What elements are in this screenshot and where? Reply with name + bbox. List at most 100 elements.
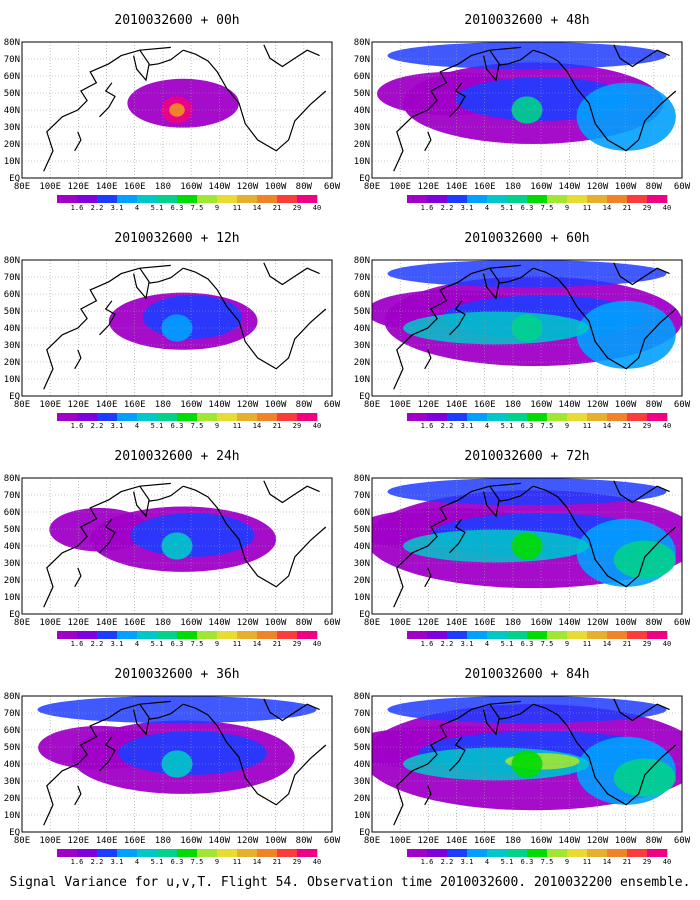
lon-tick-label: 160E <box>474 182 496 192</box>
colorbar-label: 1.6 <box>71 640 84 648</box>
lat-tick-label: 20N <box>4 576 20 586</box>
colorbar-label: 7.5 <box>541 422 554 430</box>
lon-tick-label: 140E <box>446 182 468 192</box>
colorbar-swatch <box>567 195 588 203</box>
lon-tick-label: 80W <box>646 400 663 410</box>
lat-tick-label: 30N <box>354 341 370 351</box>
colorbar-swatch <box>567 413 588 421</box>
figure-caption: Signal Variance for u,v,T. Flight 54. Ob… <box>10 875 691 890</box>
colorbar-swatch <box>527 195 548 203</box>
lon-tick-label: 80W <box>296 400 313 410</box>
lat-tick-label: 50N <box>4 743 20 753</box>
colorbar: 1.6 2.2 3.1 4 5.1 6.3 7.5 9 11 14 21 29 40 <box>57 413 321 430</box>
colorbar-label: 14 <box>603 858 611 866</box>
lon-tick-label: 100E <box>389 618 411 628</box>
lat-tick-label: 30N <box>4 123 20 133</box>
lon-tick-label: 100E <box>39 836 61 846</box>
lat-tick-label: 50N <box>354 89 370 99</box>
colorbar: 1.6 2.2 3.1 4 5.1 6.3 7.5 9 11 14 21 29 40 <box>407 413 671 430</box>
colorbar-label: 6.3 <box>171 858 184 866</box>
colorbar-swatch <box>567 631 588 639</box>
colorbar-swatch <box>237 195 258 203</box>
colorbar: 1.6 2.2 3.1 4 5.1 6.3 7.5 9 11 14 21 29 40 <box>407 195 671 212</box>
colorbar-label: 6.3 <box>521 640 534 648</box>
lon-tick-label: 140E <box>96 182 118 192</box>
colorbar-swatch <box>647 413 668 421</box>
colorbar-label: 29 <box>643 858 651 866</box>
colorbar-swatch <box>257 631 278 639</box>
colorbar-swatch <box>117 195 138 203</box>
colorbar-swatch <box>137 849 158 857</box>
lon-tick-label: 160W <box>180 618 202 628</box>
colorbar-label: 1.6 <box>421 204 434 212</box>
lat-tick-label: 40N <box>354 760 370 770</box>
colorbar-label: 7.5 <box>191 422 204 430</box>
colorbar-swatch <box>507 413 528 421</box>
lat-tick-label: 20N <box>4 140 20 150</box>
lon-tick-label: 120E <box>68 182 90 192</box>
colorbar-swatch <box>407 413 428 421</box>
colorbar-label: 11 <box>583 422 591 430</box>
lon-tick-label: 60W <box>324 836 341 846</box>
lon-tick-label: 180 <box>505 618 521 628</box>
lon-tick-label: 140E <box>446 400 468 410</box>
colorbar-swatch <box>547 631 568 639</box>
lat-tick-label: 70N <box>4 273 20 283</box>
lon-tick-label: 60W <box>674 182 691 192</box>
lat-tick-label: 50N <box>354 307 370 317</box>
lon-tick-label: 80E <box>364 182 380 192</box>
colorbar-label: 6.3 <box>171 204 184 212</box>
colorbar: 1.6 2.2 3.1 4 5.1 6.3 7.5 9 11 14 21 29 40 <box>57 195 321 212</box>
map-frame <box>21 695 333 833</box>
graticule <box>22 696 332 832</box>
lon-tick-label: 180 <box>505 182 521 192</box>
colorbar-label: 14 <box>603 204 611 212</box>
lat-tick-label: 80N <box>4 692 20 702</box>
colorbar-swatch <box>407 195 428 203</box>
lat-tick-label: EQ <box>9 610 20 620</box>
colorbar-label: 2.2 <box>441 640 454 648</box>
lat-tick-label: EQ <box>359 610 370 620</box>
colorbar: 1.6 2.2 3.1 4 5.1 6.3 7.5 9 11 14 21 29 40 <box>407 849 671 866</box>
colorbar-label: 40 <box>663 204 671 212</box>
lat-tick-label: 80N <box>4 256 20 266</box>
lon-tick-label: 60W <box>324 182 341 192</box>
colorbar-swatch <box>257 195 278 203</box>
lon-tick-label: 60W <box>674 836 691 846</box>
panel-title: 2010032600 + 36h <box>114 667 239 682</box>
colorbar-swatch <box>217 631 238 639</box>
colorbar-swatch <box>217 195 238 203</box>
lat-tick-label: 40N <box>4 760 20 770</box>
colorbar-swatch <box>627 413 648 421</box>
graticule <box>22 478 332 614</box>
colorbar-swatch <box>547 195 568 203</box>
colorbar-label: 6.3 <box>171 640 184 648</box>
lon-tick-label: 100W <box>615 182 637 192</box>
colorbar-swatch <box>447 849 468 857</box>
colorbar-swatch <box>507 631 528 639</box>
lat-tick-label: 60N <box>354 726 370 736</box>
colorbar-swatch <box>297 195 318 203</box>
lon-tick-label: 100E <box>389 836 411 846</box>
colorbar-swatch <box>297 849 318 857</box>
colorbar-label: 2.2 <box>441 204 454 212</box>
lon-tick-label: 160W <box>530 836 552 846</box>
colorbar-swatch <box>487 849 508 857</box>
map-panel: 2010032600 + 60h 80N 70N 60N 50N 40N 30N 20N 10N… <box>354 231 691 430</box>
colorbar-label: 5.1 <box>501 204 514 212</box>
panel-title: 2010032600 + 84h <box>464 667 589 682</box>
lat-tick-label: EQ <box>359 392 370 402</box>
lon-tick-label: 60W <box>324 618 341 628</box>
lat-tick-label: 80N <box>354 692 370 702</box>
colorbar-swatch <box>427 849 448 857</box>
colorbar-swatch <box>547 849 568 857</box>
colorbar-label: 7.5 <box>541 858 554 866</box>
lon-tick-label: 160E <box>474 400 496 410</box>
colorbar-label: 14 <box>253 204 261 212</box>
colorbar-swatch <box>587 631 608 639</box>
lon-tick-label: 160W <box>530 182 552 192</box>
colorbar-label: 9 <box>215 858 219 866</box>
colorbar-swatch <box>77 413 98 421</box>
colorbar-swatch <box>137 631 158 639</box>
lat-tick-label: 30N <box>354 123 370 133</box>
